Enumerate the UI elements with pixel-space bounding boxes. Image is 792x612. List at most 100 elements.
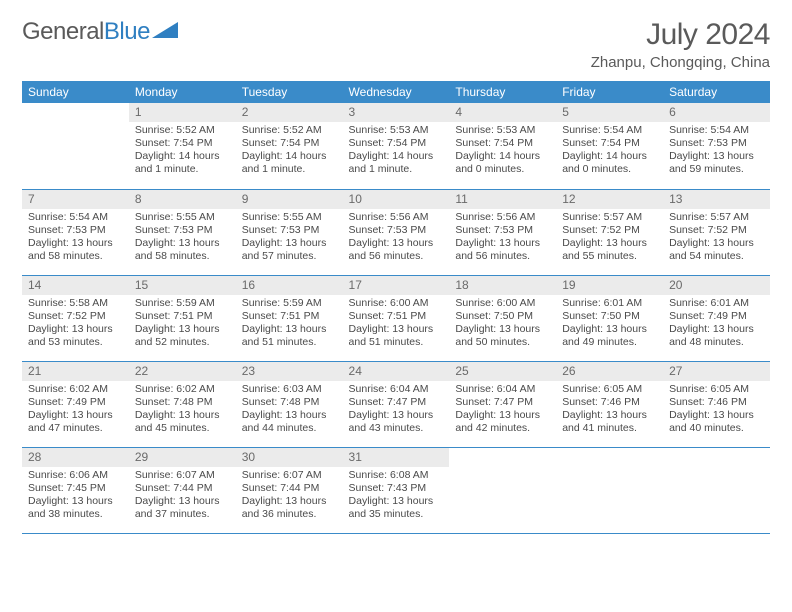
cell-body: Sunrise: 6:05 AMSunset: 7:46 PMDaylight:…: [663, 381, 770, 440]
day-number: 21: [22, 362, 129, 381]
daylight-text: Daylight: 13 hours and 35 minutes.: [349, 495, 444, 521]
cell-body: Sunrise: 5:58 AMSunset: 7:52 PMDaylight:…: [22, 295, 129, 354]
daylight-text: Daylight: 13 hours and 48 minutes.: [669, 323, 764, 349]
calendar-body: 1Sunrise: 5:52 AMSunset: 7:54 PMDaylight…: [22, 103, 770, 533]
calendar-cell: 21Sunrise: 6:02 AMSunset: 7:49 PMDayligh…: [22, 361, 129, 447]
cell-body: Sunrise: 6:01 AMSunset: 7:50 PMDaylight:…: [556, 295, 663, 354]
sunrise-text: Sunrise: 5:54 AM: [562, 124, 657, 137]
cell-body: Sunrise: 5:56 AMSunset: 7:53 PMDaylight:…: [449, 209, 556, 268]
calendar-cell: 25Sunrise: 6:04 AMSunset: 7:47 PMDayligh…: [449, 361, 556, 447]
calendar-cell: 30Sunrise: 6:07 AMSunset: 7:44 PMDayligh…: [236, 447, 343, 533]
cell-body: Sunrise: 5:54 AMSunset: 7:53 PMDaylight:…: [663, 122, 770, 181]
calendar-cell: [22, 103, 129, 189]
day-number: 19: [556, 276, 663, 295]
sunset-text: Sunset: 7:51 PM: [135, 310, 230, 323]
cell-body: Sunrise: 6:04 AMSunset: 7:47 PMDaylight:…: [449, 381, 556, 440]
day-number: 8: [129, 190, 236, 209]
daylight-text: Daylight: 13 hours and 57 minutes.: [242, 237, 337, 263]
weekday-header: Friday: [556, 81, 663, 103]
weekday-header: Saturday: [663, 81, 770, 103]
cell-body: Sunrise: 6:02 AMSunset: 7:49 PMDaylight:…: [22, 381, 129, 440]
sunrise-text: Sunrise: 5:56 AM: [455, 211, 550, 224]
day-number: 7: [22, 190, 129, 209]
day-number: 9: [236, 190, 343, 209]
calendar-cell: 9Sunrise: 5:55 AMSunset: 7:53 PMDaylight…: [236, 189, 343, 275]
calendar-cell: 5Sunrise: 5:54 AMSunset: 7:54 PMDaylight…: [556, 103, 663, 189]
calendar-cell: [663, 447, 770, 533]
sunset-text: Sunset: 7:54 PM: [562, 137, 657, 150]
calendar-cell: 20Sunrise: 6:01 AMSunset: 7:49 PMDayligh…: [663, 275, 770, 361]
cell-body: Sunrise: 5:59 AMSunset: 7:51 PMDaylight:…: [236, 295, 343, 354]
day-number: 24: [343, 362, 450, 381]
cell-body: Sunrise: 6:05 AMSunset: 7:46 PMDaylight:…: [556, 381, 663, 440]
daylight-text: Daylight: 13 hours and 50 minutes.: [455, 323, 550, 349]
daylight-text: Daylight: 13 hours and 43 minutes.: [349, 409, 444, 435]
logo-text-2: Blue: [104, 18, 150, 46]
sunset-text: Sunset: 7:54 PM: [242, 137, 337, 150]
sunrise-text: Sunrise: 5:55 AM: [135, 211, 230, 224]
day-number: 3: [343, 103, 450, 122]
calendar-cell: 12Sunrise: 5:57 AMSunset: 7:52 PMDayligh…: [556, 189, 663, 275]
sunset-text: Sunset: 7:48 PM: [135, 396, 230, 409]
day-number: 2: [236, 103, 343, 122]
daylight-text: Daylight: 13 hours and 51 minutes.: [242, 323, 337, 349]
sunset-text: Sunset: 7:53 PM: [455, 224, 550, 237]
weekday-header-row: Sunday Monday Tuesday Wednesday Thursday…: [22, 81, 770, 103]
cell-body: Sunrise: 5:55 AMSunset: 7:53 PMDaylight:…: [129, 209, 236, 268]
calendar-cell: 26Sunrise: 6:05 AMSunset: 7:46 PMDayligh…: [556, 361, 663, 447]
day-number: 11: [449, 190, 556, 209]
sunrise-text: Sunrise: 6:02 AM: [135, 383, 230, 396]
daylight-text: Daylight: 13 hours and 59 minutes.: [669, 150, 764, 176]
sunset-text: Sunset: 7:49 PM: [28, 396, 123, 409]
daylight-text: Daylight: 14 hours and 0 minutes.: [455, 150, 550, 176]
sunrise-text: Sunrise: 6:00 AM: [349, 297, 444, 310]
cell-body: Sunrise: 5:53 AMSunset: 7:54 PMDaylight:…: [449, 122, 556, 181]
calendar-cell: 13Sunrise: 5:57 AMSunset: 7:52 PMDayligh…: [663, 189, 770, 275]
day-number: [22, 103, 129, 122]
sunrise-text: Sunrise: 6:07 AM: [242, 469, 337, 482]
cell-body: Sunrise: 6:02 AMSunset: 7:48 PMDaylight:…: [129, 381, 236, 440]
day-number: 23: [236, 362, 343, 381]
sunrise-text: Sunrise: 6:07 AM: [135, 469, 230, 482]
calendar-cell: [449, 447, 556, 533]
sunset-text: Sunset: 7:53 PM: [242, 224, 337, 237]
daylight-text: Daylight: 13 hours and 42 minutes.: [455, 409, 550, 435]
cell-body: Sunrise: 5:52 AMSunset: 7:54 PMDaylight:…: [129, 122, 236, 181]
day-number: 1: [129, 103, 236, 122]
calendar-row: 7Sunrise: 5:54 AMSunset: 7:53 PMDaylight…: [22, 189, 770, 275]
sunset-text: Sunset: 7:50 PM: [455, 310, 550, 323]
calendar-cell: 15Sunrise: 5:59 AMSunset: 7:51 PMDayligh…: [129, 275, 236, 361]
daylight-text: Daylight: 13 hours and 37 minutes.: [135, 495, 230, 521]
day-number: [556, 448, 663, 467]
sunset-text: Sunset: 7:48 PM: [242, 396, 337, 409]
weekday-header: Thursday: [449, 81, 556, 103]
calendar-row: 21Sunrise: 6:02 AMSunset: 7:49 PMDayligh…: [22, 361, 770, 447]
daylight-text: Daylight: 13 hours and 51 minutes.: [349, 323, 444, 349]
calendar-table: Sunday Monday Tuesday Wednesday Thursday…: [22, 81, 770, 534]
day-number: [449, 448, 556, 467]
sunset-text: Sunset: 7:52 PM: [669, 224, 764, 237]
day-number: 27: [663, 362, 770, 381]
cell-body: Sunrise: 5:56 AMSunset: 7:53 PMDaylight:…: [343, 209, 450, 268]
day-number: 16: [236, 276, 343, 295]
day-number: 25: [449, 362, 556, 381]
sunset-text: Sunset: 7:45 PM: [28, 482, 123, 495]
sunrise-text: Sunrise: 5:52 AM: [135, 124, 230, 137]
sunrise-text: Sunrise: 6:01 AM: [562, 297, 657, 310]
day-number: 17: [343, 276, 450, 295]
day-number: 12: [556, 190, 663, 209]
sunrise-text: Sunrise: 5:57 AM: [562, 211, 657, 224]
calendar-cell: 2Sunrise: 5:52 AMSunset: 7:54 PMDaylight…: [236, 103, 343, 189]
cell-body: Sunrise: 5:54 AMSunset: 7:53 PMDaylight:…: [22, 209, 129, 268]
calendar-row: 14Sunrise: 5:58 AMSunset: 7:52 PMDayligh…: [22, 275, 770, 361]
calendar-cell: 4Sunrise: 5:53 AMSunset: 7:54 PMDaylight…: [449, 103, 556, 189]
sunset-text: Sunset: 7:50 PM: [562, 310, 657, 323]
calendar-cell: 28Sunrise: 6:06 AMSunset: 7:45 PMDayligh…: [22, 447, 129, 533]
daylight-text: Daylight: 13 hours and 58 minutes.: [135, 237, 230, 263]
calendar-cell: 10Sunrise: 5:56 AMSunset: 7:53 PMDayligh…: [343, 189, 450, 275]
cell-body: Sunrise: 6:07 AMSunset: 7:44 PMDaylight:…: [236, 467, 343, 526]
cell-body: Sunrise: 6:04 AMSunset: 7:47 PMDaylight:…: [343, 381, 450, 440]
calendar-cell: 3Sunrise: 5:53 AMSunset: 7:54 PMDaylight…: [343, 103, 450, 189]
sunrise-text: Sunrise: 5:52 AM: [242, 124, 337, 137]
cell-body: Sunrise: 5:54 AMSunset: 7:54 PMDaylight:…: [556, 122, 663, 181]
